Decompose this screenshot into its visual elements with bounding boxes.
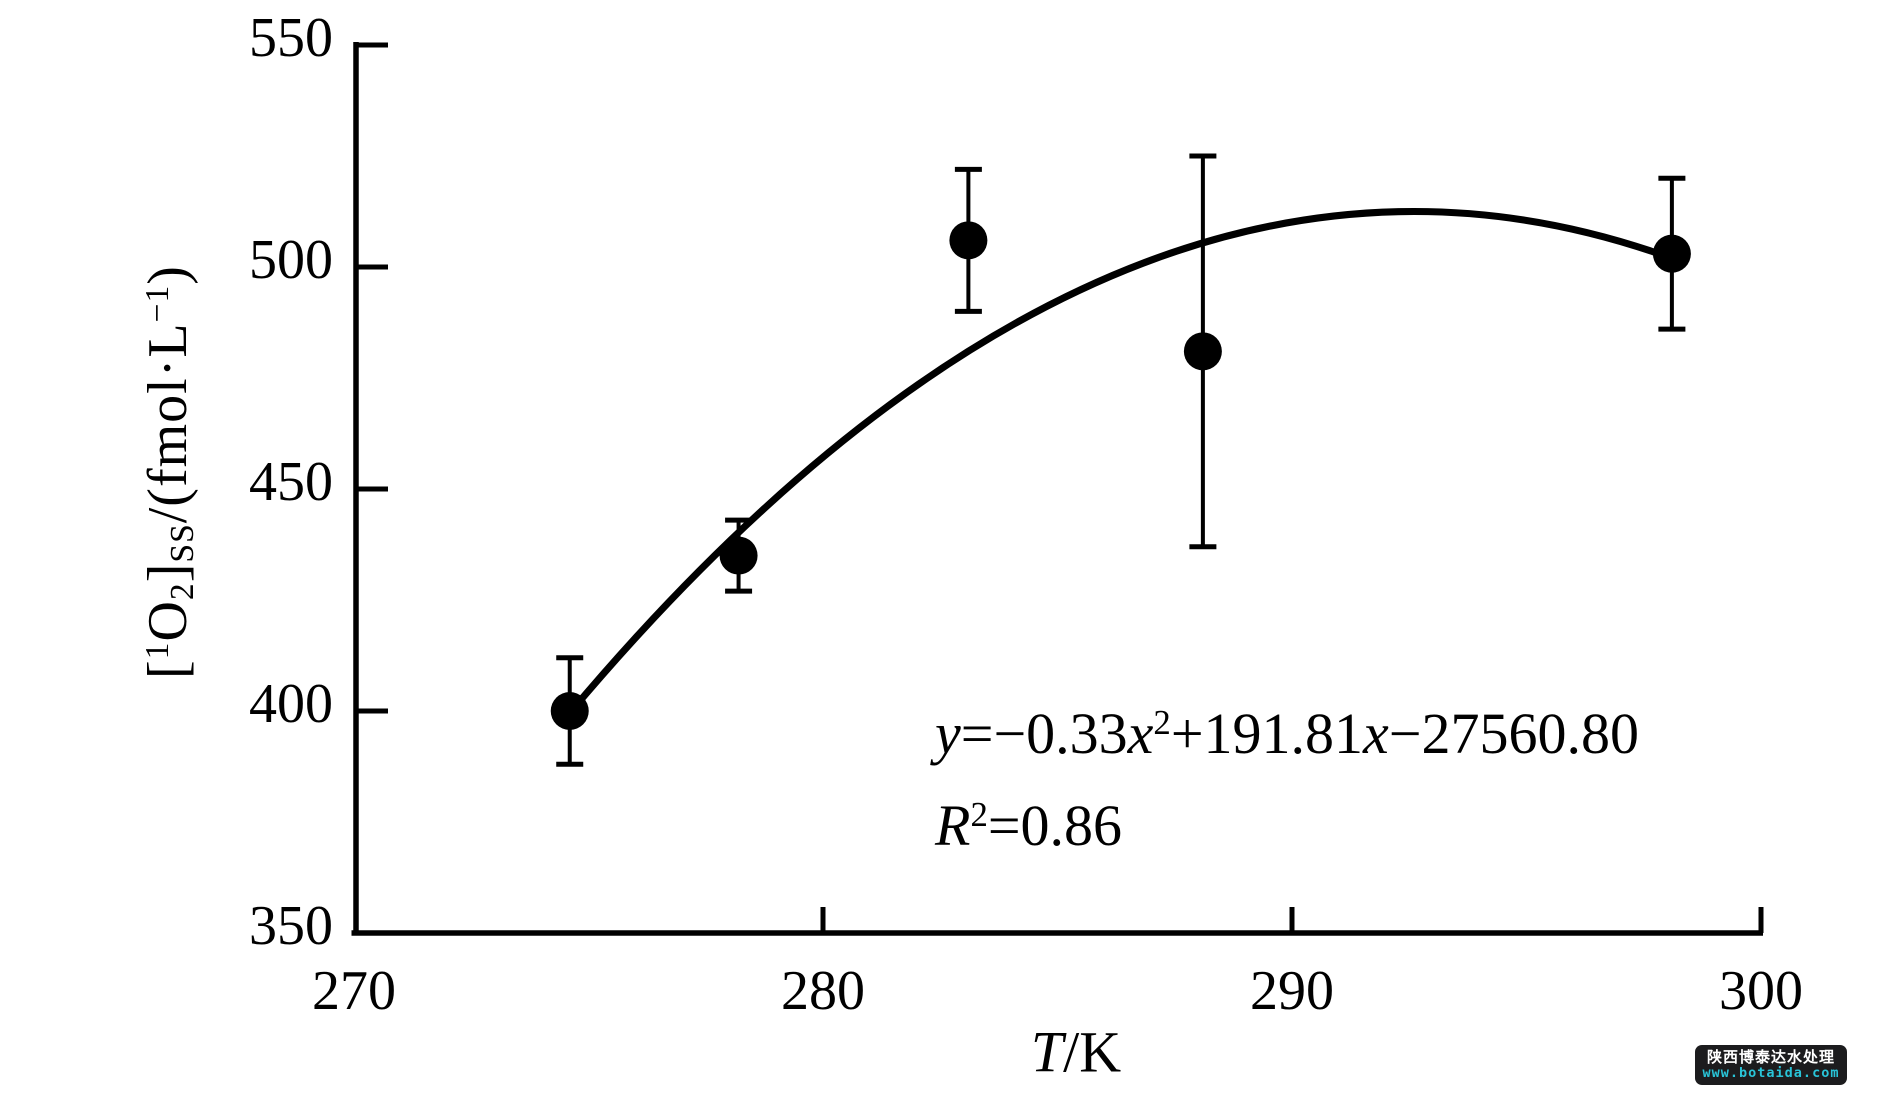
data-point-4 — [1183, 332, 1222, 371]
y-axis-title-count-subscript: 2 — [163, 582, 201, 601]
x-tick-label-270: 270 — [312, 960, 396, 1022]
x-axis-title: T/K — [1031, 1019, 1121, 1086]
equation-exponent: 2 — [1153, 702, 1171, 742]
x-axis-title-symbol: T — [1030, 1019, 1064, 1085]
y-axis-title-element: O — [137, 600, 199, 642]
data-point-3 — [949, 221, 988, 260]
y-tick-label-400: 400 — [249, 673, 333, 735]
data-point-5 — [1652, 234, 1691, 273]
y-axis-title-isotope-superscript: 1 — [138, 641, 176, 660]
fit-equation-line: y=−0.33x2+191.81x−27560.80 — [935, 692, 1639, 784]
equation-var1: x — [1127, 701, 1154, 766]
watermark-company-name: 陕西博泰达水处理 — [1706, 1047, 1835, 1066]
x-axis-title-unit: /K — [1063, 1019, 1122, 1085]
y-axis-title-paren-close: ) — [137, 265, 199, 285]
y-tick-label-450: 450 — [249, 451, 333, 513]
watermark-url: www.botaida.com — [1702, 1064, 1840, 1081]
r-squared-symbol: R — [935, 793, 971, 858]
y-axis-title-state-subscript: SS — [163, 523, 201, 563]
data-point-1 — [550, 692, 589, 730]
y-tick-label-550: 550 — [249, 7, 333, 69]
y-tick-label-500: 500 — [249, 229, 333, 291]
equation-seg2: +191.81 — [1170, 701, 1364, 766]
equation-seg3: −27560.80 — [1388, 701, 1640, 766]
x-tick-label-300: 300 — [1719, 960, 1803, 1022]
r-squared-line: R2=0.86 — [935, 784, 1639, 876]
equation-var2: x — [1363, 701, 1389, 766]
watermark-badge: 陕西博泰达水处理 www.botaida.com — [1695, 1045, 1847, 1085]
fit-annotation: y=−0.33x2+191.81x−27560.80 R2=0.86 — [935, 692, 1639, 876]
equation-lhs: y — [935, 701, 961, 766]
y-axis-title-bracket-open: [ — [137, 659, 199, 679]
y-axis-title-bracket-close: ] — [137, 562, 199, 583]
r-squared-exponent: 2 — [970, 794, 988, 834]
data-point-2 — [719, 536, 758, 575]
y-axis-title-exponent-superscript: −1 — [138, 284, 176, 323]
equation-seg1: =−0.33 — [960, 701, 1128, 766]
x-tick-label-290: 290 — [1250, 960, 1334, 1022]
fit-curve — [566, 208, 1676, 717]
r-squared-value: =0.86 — [987, 793, 1123, 858]
y-axis-title-unit: /(fmol·L — [137, 322, 199, 524]
y-axis-title: [1O2]SS/(fmol·L−1) — [136, 265, 201, 679]
y-tick-label-350: 350 — [249, 895, 333, 957]
x-tick-label-280: 280 — [781, 960, 865, 1022]
